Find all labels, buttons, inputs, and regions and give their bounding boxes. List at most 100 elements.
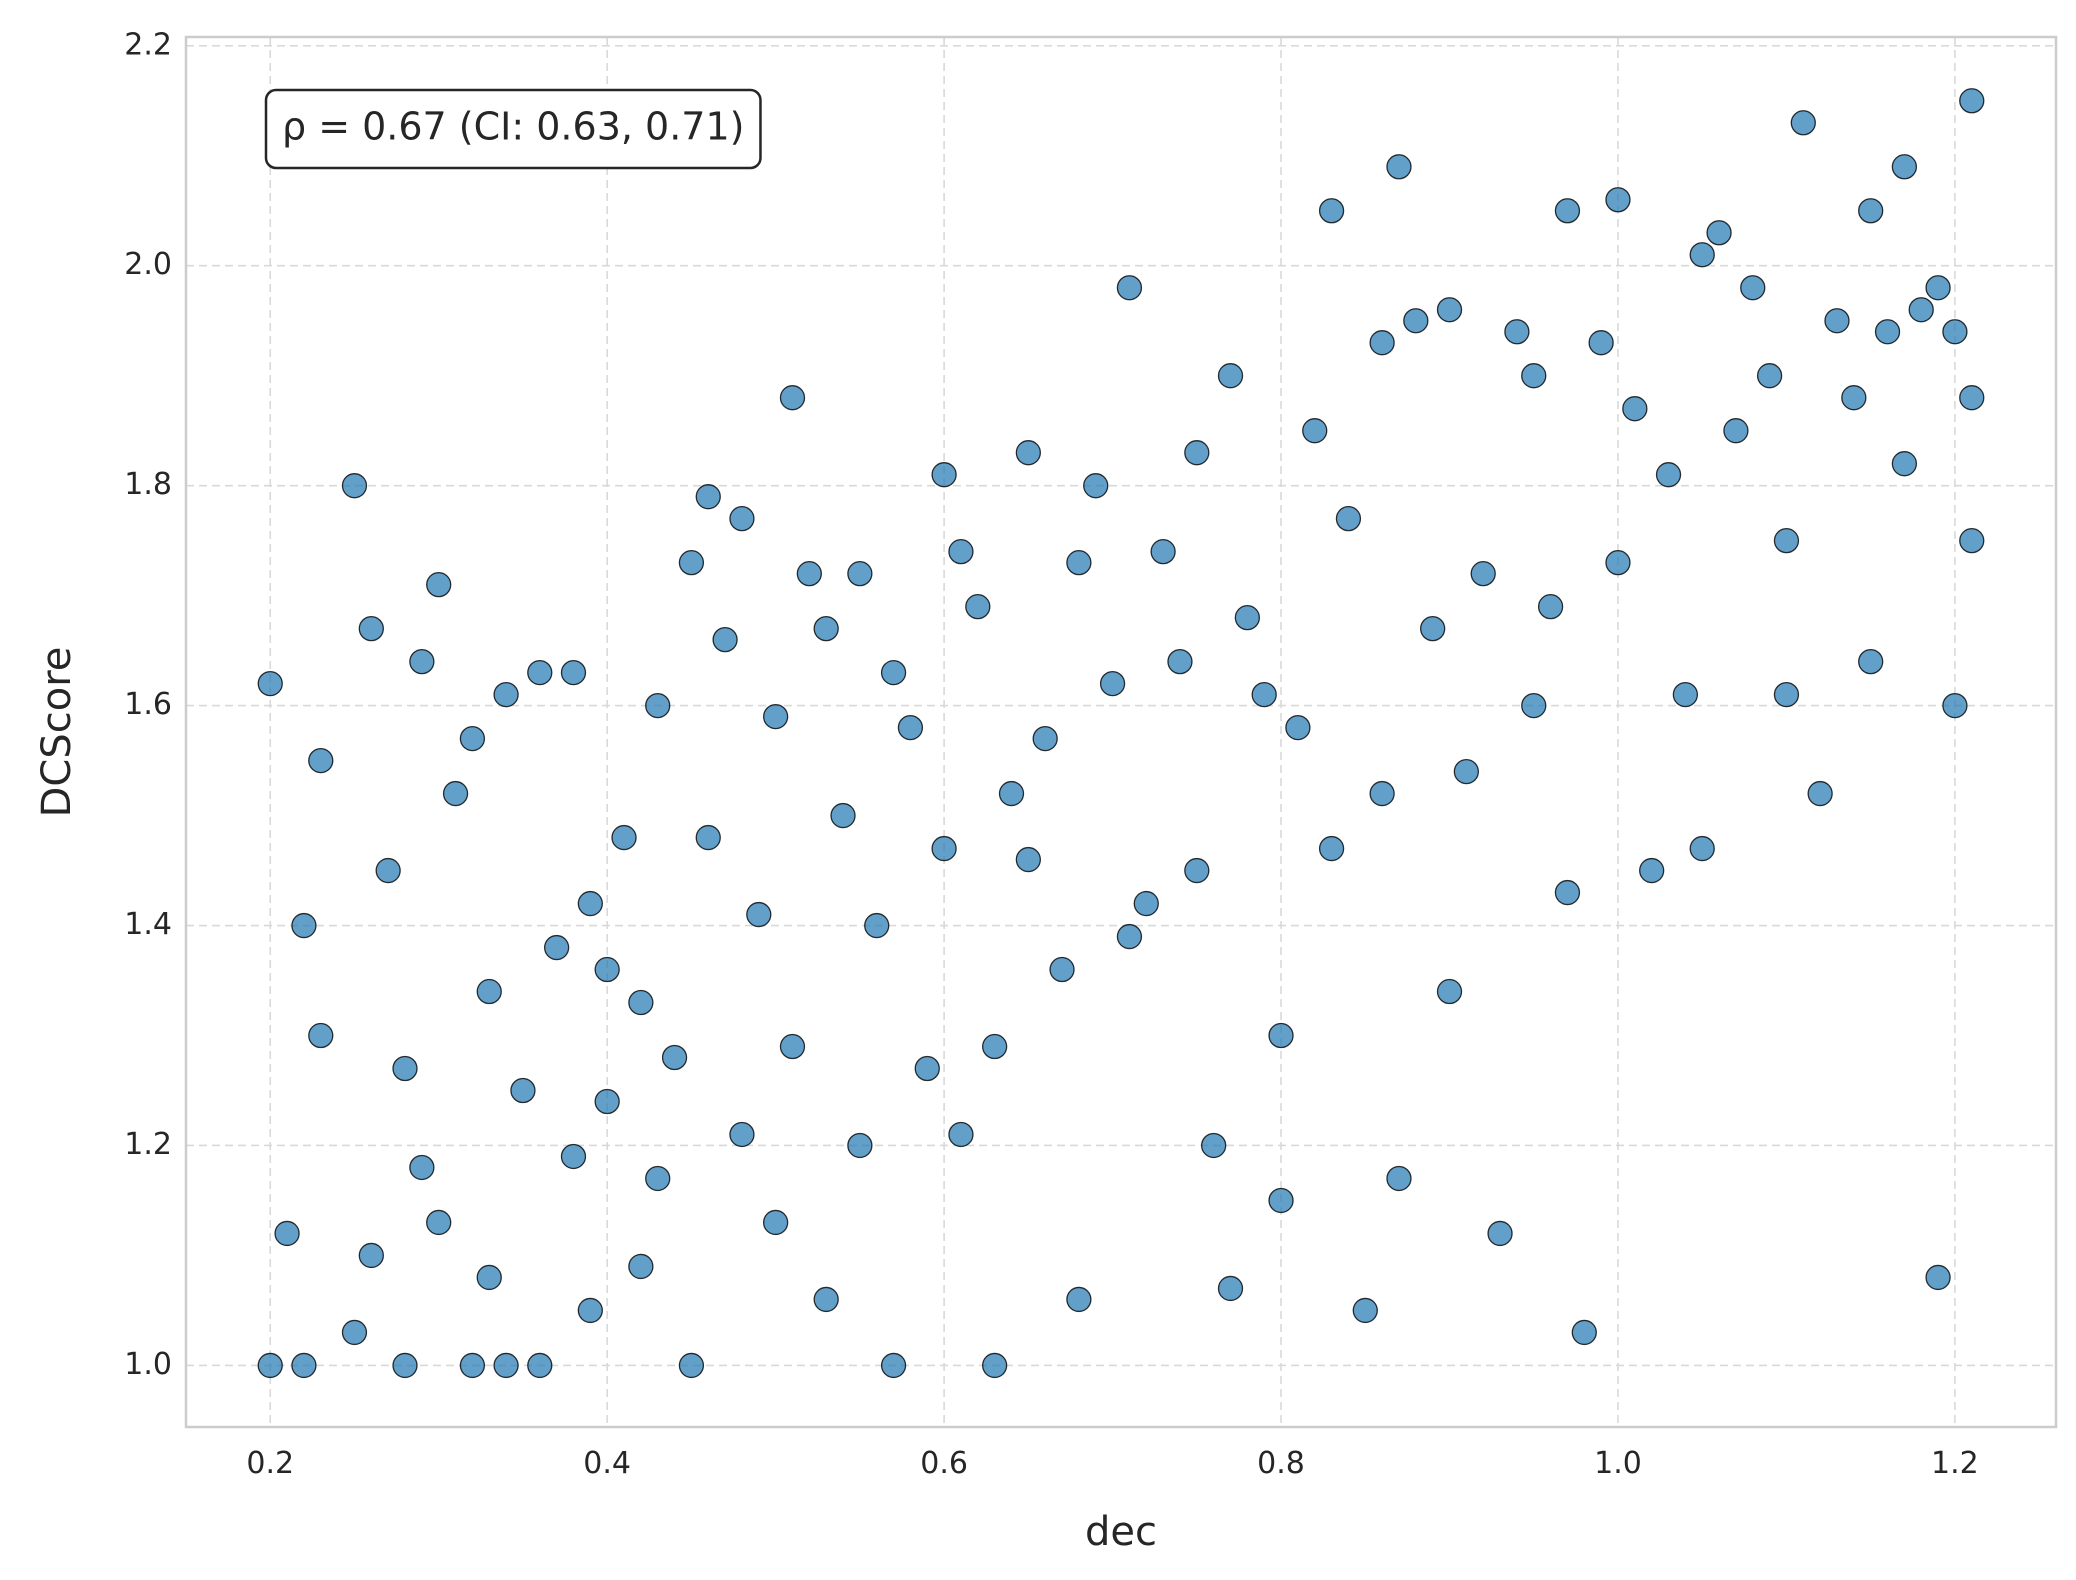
point: [1101, 672, 1125, 696]
point: [275, 1221, 299, 1245]
point: [342, 1320, 366, 1344]
point: [679, 551, 703, 575]
y-tick-label: 1.4: [124, 907, 172, 942]
point: [932, 463, 956, 487]
point: [1016, 441, 1040, 465]
point: [1640, 859, 1664, 883]
point: [1168, 650, 1192, 674]
point: [511, 1078, 535, 1102]
point: [1387, 1166, 1411, 1190]
point: [1943, 694, 1967, 718]
point: [1909, 298, 1933, 322]
point: [696, 485, 720, 509]
point: [1134, 892, 1158, 916]
point: [359, 617, 383, 641]
point: [1336, 507, 1360, 531]
point: [1892, 155, 1916, 179]
point: [1252, 683, 1276, 707]
point: [376, 859, 400, 883]
point: [1269, 1188, 1293, 1212]
point: [983, 1035, 1007, 1059]
point: [578, 892, 602, 916]
point: [646, 1166, 670, 1190]
point: [780, 1035, 804, 1059]
point: [1707, 221, 1731, 245]
point: [1960, 89, 1984, 113]
point: [258, 672, 282, 696]
x-tick-label: 0.6: [920, 1446, 968, 1481]
point: [1387, 155, 1411, 179]
point: [309, 749, 333, 773]
point: [1623, 397, 1647, 421]
chart: 0.20.40.60.81.01.21.01.21.41.61.82.02.2 …: [0, 0, 2076, 1580]
y-tick-label: 1.8: [124, 467, 172, 502]
point: [1404, 309, 1428, 333]
point: [1067, 551, 1091, 575]
x-tick-label: 0.8: [1257, 1446, 1305, 1481]
point: [1269, 1024, 1293, 1048]
point: [477, 1265, 501, 1289]
point: [1084, 474, 1108, 498]
x-tick-label: 0.4: [583, 1446, 631, 1481]
point: [1808, 782, 1832, 806]
point: [1791, 111, 1815, 135]
point: [1320, 837, 1344, 861]
point: [865, 914, 889, 938]
point: [427, 1210, 451, 1234]
point: [1774, 683, 1798, 707]
point: [595, 1089, 619, 1113]
point: [528, 1353, 552, 1377]
point: [1117, 276, 1141, 300]
point: [1421, 617, 1445, 641]
point: [528, 661, 552, 685]
point: [1606, 188, 1630, 212]
point: [663, 1046, 687, 1070]
point: [848, 562, 872, 586]
point: [1842, 386, 1866, 410]
point: [561, 661, 585, 685]
point: [629, 1254, 653, 1278]
x-axis-label: dec: [1085, 1509, 1157, 1555]
point: [713, 628, 737, 652]
point: [1960, 529, 1984, 553]
point: [898, 716, 922, 740]
point: [1370, 331, 1394, 355]
point: [949, 1122, 973, 1146]
point: [1555, 199, 1579, 223]
point: [1219, 1276, 1243, 1300]
point: [966, 595, 990, 619]
point: [410, 650, 434, 674]
point: [494, 683, 518, 707]
point: [1219, 364, 1243, 388]
point: [1926, 276, 1950, 300]
point: [848, 1133, 872, 1157]
point: [1892, 452, 1916, 476]
point: [949, 540, 973, 564]
point: [1758, 364, 1782, 388]
point: [1067, 1287, 1091, 1311]
point: [1286, 716, 1310, 740]
point: [1522, 364, 1546, 388]
point: [646, 694, 670, 718]
point: [1859, 199, 1883, 223]
point: [629, 991, 653, 1015]
point: [1673, 683, 1697, 707]
point: [1050, 958, 1074, 982]
x-tick-label: 0.2: [246, 1446, 294, 1481]
y-tick-label: 1.0: [124, 1347, 172, 1382]
point: [999, 782, 1023, 806]
point: [359, 1243, 383, 1267]
x-tick-label: 1.0: [1594, 1446, 1642, 1481]
point: [578, 1298, 602, 1322]
point: [1185, 859, 1209, 883]
point: [780, 386, 804, 410]
point: [831, 804, 855, 828]
point: [460, 1353, 484, 1377]
point: [1320, 199, 1344, 223]
y-tick-label: 1.2: [124, 1127, 172, 1162]
point: [1033, 727, 1057, 751]
point: [494, 1353, 518, 1377]
point: [1606, 551, 1630, 575]
point: [1505, 320, 1529, 344]
point: [1690, 837, 1714, 861]
